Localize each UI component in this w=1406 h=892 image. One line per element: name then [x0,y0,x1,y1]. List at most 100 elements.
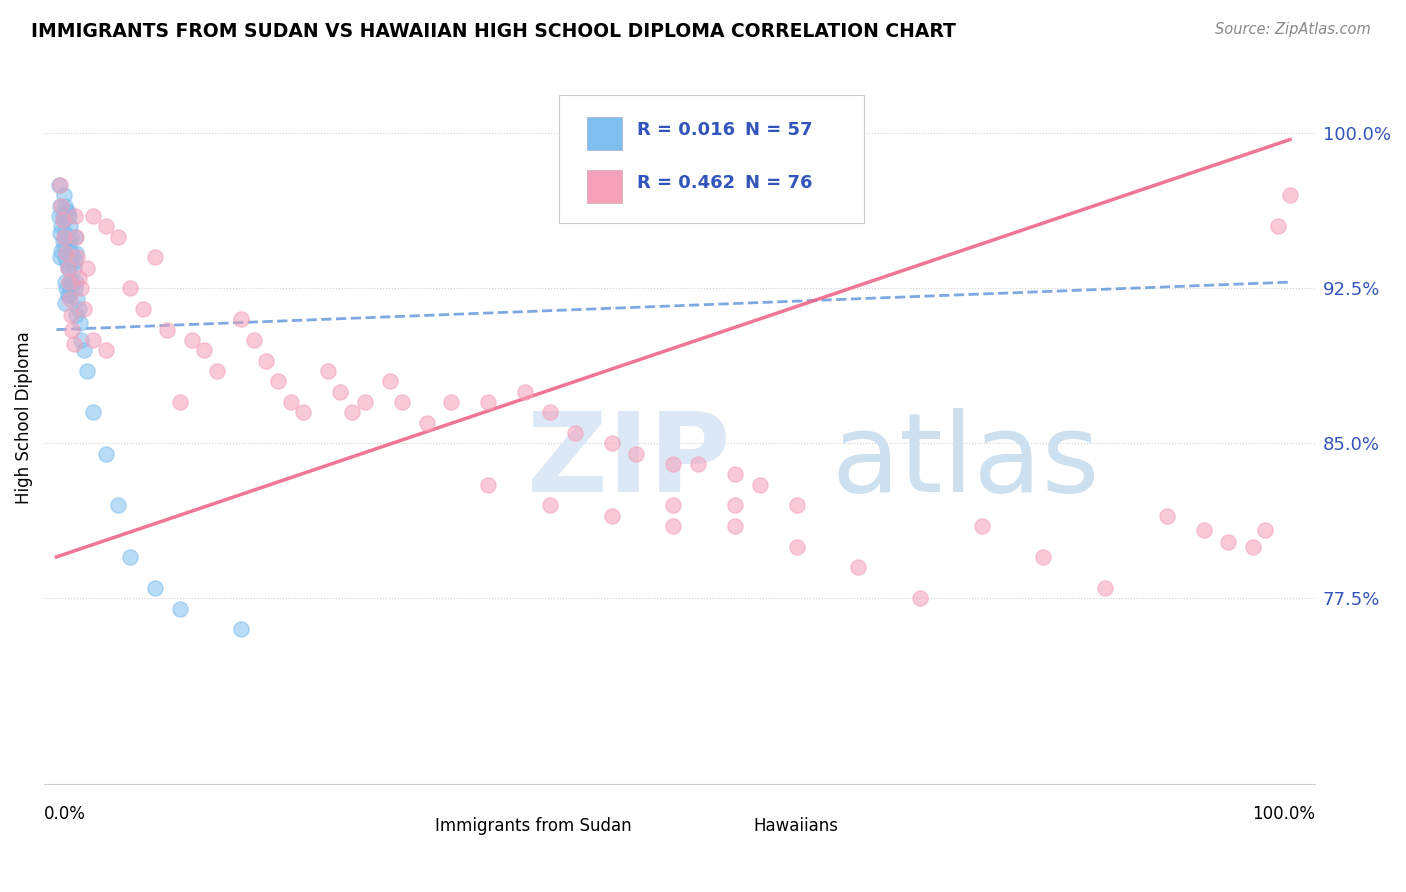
Point [169,601,191,615]
Point [193,343,215,358]
Point [56,260,79,275]
Point [624,447,647,461]
Point [62,260,84,275]
Point [70,281,93,295]
Point [58,287,80,301]
Point [662,519,685,533]
Text: R = 0.462: R = 0.462 [637,174,735,192]
Point [107,229,129,244]
Text: 0.0%: 0.0% [44,805,86,822]
Point [1278,188,1301,202]
Point [477,395,499,409]
Point [72,343,94,358]
Point [1218,535,1240,549]
Point [55,254,77,268]
Point [1156,508,1178,523]
Point [94,447,117,461]
Point [63,254,86,268]
Point [56,234,79,248]
Point [51,244,73,259]
Point [231,312,253,326]
Point [391,395,413,409]
Point [82,209,104,223]
Point [65,229,87,244]
Point [51,219,73,234]
Point [65,308,87,322]
Point [52,188,75,202]
Point [353,395,375,409]
Point [48,178,70,192]
Text: Hawaiians: Hawaiians [754,817,838,835]
Y-axis label: High School Diploma: High School Diploma [15,331,32,504]
Text: Source: ZipAtlas.com: Source: ZipAtlas.com [1215,22,1371,37]
Point [662,498,685,512]
Point [107,498,129,512]
Text: R = 0.016: R = 0.016 [637,121,735,139]
Point [143,250,166,264]
Point [1254,523,1277,537]
Point [662,457,685,471]
Point [58,209,80,223]
Text: N = 76: N = 76 [745,174,813,192]
Point [600,508,623,523]
Point [143,581,166,595]
Point [56,260,79,275]
Point [181,333,204,347]
Point [59,219,82,234]
Point [52,229,75,244]
Point [58,234,80,248]
Bar [717,814,745,838]
Point [53,275,76,289]
Point [59,275,82,289]
Point [786,540,808,554]
Point [477,477,499,491]
Point [440,395,463,409]
Point [60,308,83,322]
Point [724,467,747,482]
Point [94,343,117,358]
Point [56,287,79,301]
Point [56,205,79,219]
Point [62,337,84,351]
Point [60,281,83,295]
Point [63,281,86,295]
Point [1241,540,1264,554]
Point [748,477,770,491]
Point [132,301,155,316]
Point [564,425,586,440]
Point [538,498,561,512]
Point [1192,523,1215,537]
Point [66,250,89,264]
Point [63,229,86,244]
Point [67,271,90,285]
Text: N = 57: N = 57 [745,121,813,139]
Point [60,229,83,244]
Point [292,405,315,419]
Point [120,281,142,295]
Point [55,202,77,217]
Point [786,498,808,512]
Point [52,240,75,254]
Point [52,213,75,227]
Point [59,246,82,260]
Bar [399,814,427,838]
Point [243,333,266,347]
Point [82,405,104,419]
Point [49,199,72,213]
Point [48,209,70,223]
Point [94,219,117,234]
Point [280,395,302,409]
Point [58,275,80,289]
Point [55,281,77,295]
Point [60,254,83,268]
Point [52,209,75,223]
Point [70,333,93,347]
Point [1267,219,1289,234]
Point [231,622,253,636]
Point [515,384,537,399]
Point [686,457,709,471]
Point [53,250,76,264]
Point [82,333,104,347]
Point [538,405,561,419]
Point [62,275,84,289]
